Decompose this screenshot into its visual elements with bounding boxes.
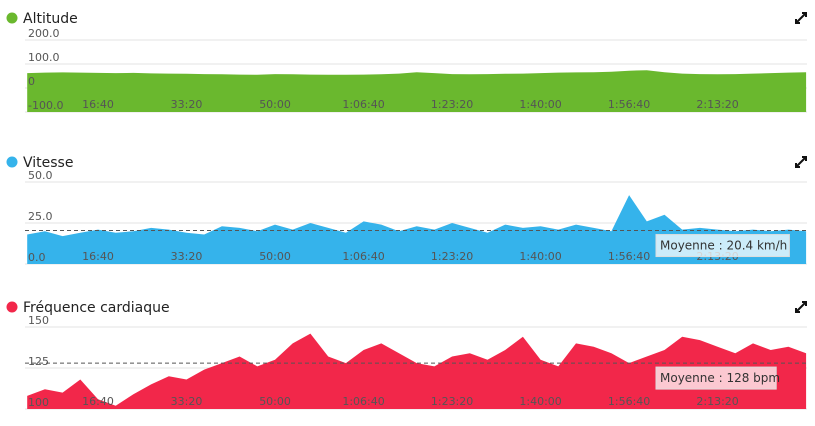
x-tick-label: 2:13:20 bbox=[696, 395, 738, 408]
mean-box bbox=[655, 366, 777, 390]
x-tick-label: 1:06:40 bbox=[342, 98, 384, 111]
y-tick-label: 0 bbox=[28, 75, 35, 88]
x-tick-label: 33:20 bbox=[171, 98, 203, 111]
area bbox=[27, 195, 807, 264]
x-tick-label: 1:40:00 bbox=[519, 98, 561, 111]
area bbox=[27, 333, 807, 409]
legend-dot bbox=[6, 156, 18, 168]
chart-title[interactable]: Vitesse bbox=[23, 155, 73, 171]
x-tick-label: 1:23:20 bbox=[431, 395, 473, 408]
mean-label: Moyenne : 128 bpm bbox=[660, 371, 780, 385]
legend-dot bbox=[6, 301, 18, 313]
x-tick-label: 16:40 bbox=[82, 98, 114, 111]
y-tick-label: 150 bbox=[28, 314, 49, 327]
legend-dot bbox=[6, 12, 18, 24]
y-tick-label: 125 bbox=[28, 355, 49, 368]
x-tick-label: 33:20 bbox=[171, 395, 203, 408]
y-tick-label: 100 bbox=[28, 396, 49, 409]
mean-label: Moyenne : 20.4 km/h bbox=[660, 239, 787, 253]
y-tick-label: 0.0 bbox=[28, 251, 46, 264]
x-tick-label: 1:40:00 bbox=[519, 250, 561, 263]
x-tick-label: 1:06:40 bbox=[342, 250, 384, 263]
icon-shape bbox=[795, 301, 807, 313]
x-tick-label: 50:00 bbox=[259, 250, 291, 263]
x-tick-label: 1:56:40 bbox=[608, 395, 650, 408]
x-tick-label: 1:06:40 bbox=[342, 395, 384, 408]
chart-title[interactable]: Altitude bbox=[23, 11, 78, 27]
y-tick-label: 50.0 bbox=[28, 169, 53, 182]
x-tick-label: 2:13:20 bbox=[696, 98, 738, 111]
x-tick-label: 1:56:40 bbox=[608, 250, 650, 263]
expand-icon[interactable] bbox=[795, 156, 807, 168]
x-tick-label: 1:56:40 bbox=[608, 98, 650, 111]
icon-shape bbox=[795, 156, 807, 168]
x-tick-label: 50:00 bbox=[259, 395, 291, 408]
x-tick-label: 1:23:20 bbox=[431, 98, 473, 111]
x-tick-label: 16:40 bbox=[82, 395, 114, 408]
chart-title[interactable]: Fréquence cardiaque bbox=[23, 300, 170, 316]
y-tick-label: 200.0 bbox=[28, 27, 60, 40]
x-tick-label: 1:40:00 bbox=[519, 395, 561, 408]
y-tick-label: 100.0 bbox=[28, 51, 60, 64]
x-tick-label: 1:23:20 bbox=[431, 250, 473, 263]
y-tick-label: -100.0 bbox=[28, 99, 63, 112]
y-tick-label: 25.0 bbox=[28, 210, 53, 223]
x-tick-label: 50:00 bbox=[259, 98, 291, 111]
x-tick-label: 33:20 bbox=[171, 250, 203, 263]
expand-icon[interactable] bbox=[795, 12, 807, 24]
icon-shape bbox=[795, 12, 807, 24]
expand-icon[interactable] bbox=[795, 301, 807, 313]
mean-box bbox=[655, 234, 790, 258]
x-tick-label: 16:40 bbox=[82, 250, 114, 263]
area bbox=[27, 70, 807, 112]
